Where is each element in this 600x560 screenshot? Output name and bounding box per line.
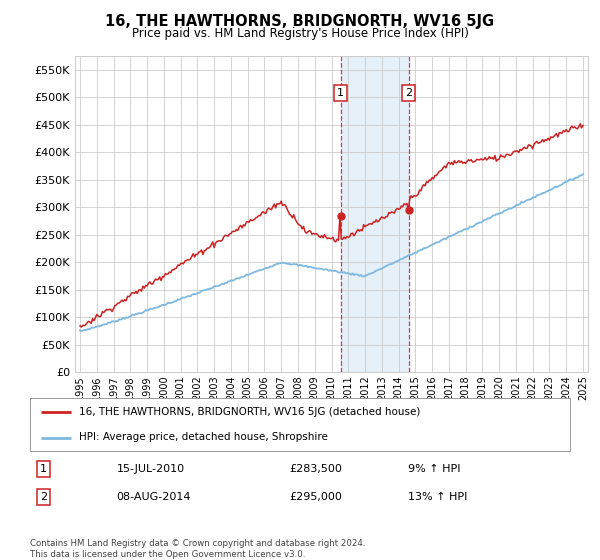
Text: 1: 1	[337, 88, 344, 98]
Bar	[341, 56, 409, 372]
Text: Contains HM Land Registry data © Crown copyright and database right 2024.
This d: Contains HM Land Registry data © Crown c…	[30, 539, 365, 559]
Text: 2: 2	[40, 492, 47, 502]
Text: 9% ↑ HPI: 9% ↑ HPI	[408, 464, 461, 474]
Text: 16, THE HAWTHORNS, BRIDGNORTH, WV16 5JG: 16, THE HAWTHORNS, BRIDGNORTH, WV16 5JG	[106, 14, 494, 29]
Text: 13% ↑ HPI: 13% ↑ HPI	[408, 492, 467, 502]
Text: HPI: Average price, detached house, Shropshire: HPI: Average price, detached house, Shro…	[79, 432, 328, 442]
Text: 1: 1	[40, 464, 47, 474]
Text: 08-AUG-2014: 08-AUG-2014	[116, 492, 191, 502]
Text: £283,500: £283,500	[289, 464, 342, 474]
Text: 16, THE HAWTHORNS, BRIDGNORTH, WV16 5JG (detached house): 16, THE HAWTHORNS, BRIDGNORTH, WV16 5JG …	[79, 407, 420, 417]
Text: £295,000: £295,000	[289, 492, 342, 502]
Text: 2: 2	[405, 88, 412, 98]
Text: Price paid vs. HM Land Registry's House Price Index (HPI): Price paid vs. HM Land Registry's House …	[131, 27, 469, 40]
Text: 15-JUL-2010: 15-JUL-2010	[116, 464, 185, 474]
